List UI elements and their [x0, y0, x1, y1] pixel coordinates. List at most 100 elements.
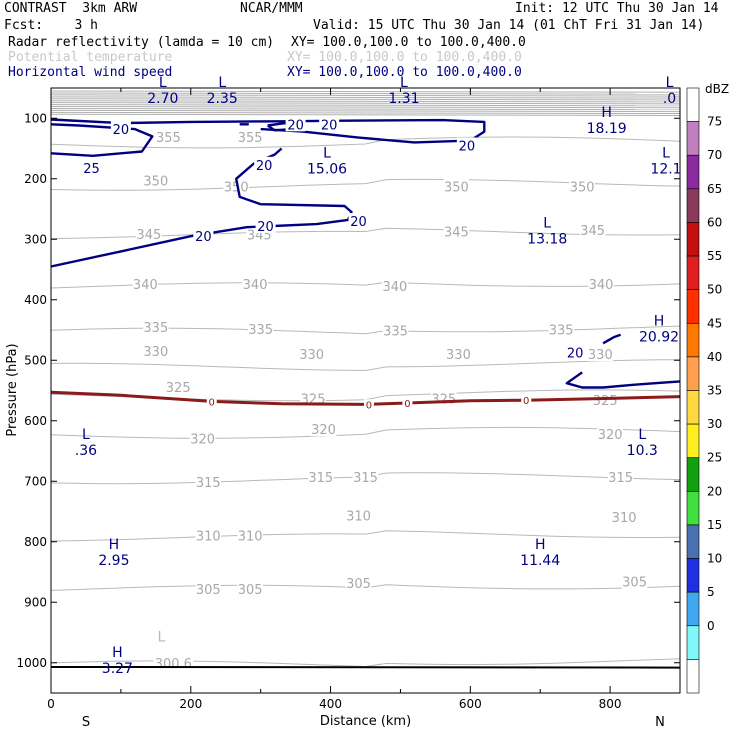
north-label: N: [655, 715, 665, 730]
theta-label: 320: [190, 432, 215, 447]
freezing-level-label: 0: [523, 396, 529, 407]
theta-label: 305: [346, 577, 371, 592]
colorbar-swatch: [686, 87, 700, 122]
colorbar-swatch: [686, 121, 700, 156]
header-org: NCAR/MMM: [240, 1, 303, 16]
low-marker: L: [158, 630, 166, 646]
theta-label-bg: [382, 277, 408, 293]
field-reflectivity-xy: XY= 100.0,100.0 to 100.0,400.0: [291, 35, 526, 50]
header-init: Init: 12 UTC Thu 30 Jan 14: [515, 1, 719, 16]
extremum-value: 13.18: [527, 231, 567, 247]
theta-label: 305: [622, 576, 647, 591]
x-tick-label: 400: [319, 697, 342, 711]
y-tick-label: 800: [24, 535, 47, 549]
theta-label: 310: [238, 530, 263, 545]
high-marker: H: [109, 537, 120, 553]
theta-label-bg: [247, 320, 274, 336]
theta-label: 350: [444, 181, 469, 196]
extremum-value: 2.95: [98, 553, 129, 569]
colorbar-label: 65: [707, 182, 722, 196]
colorbar-label: 75: [707, 115, 722, 129]
theta-contour: [50, 359, 681, 372]
theta-label-bg: [621, 573, 648, 589]
wind-speed-label: 20: [321, 118, 338, 133]
theta-label-bg: [300, 390, 326, 406]
extremum-value: 11.44: [520, 553, 560, 569]
theta-label: 305: [238, 583, 263, 598]
y-tick-label: 200: [24, 172, 47, 186]
colorbar-swatch: [686, 390, 700, 425]
theta-label: 315: [608, 471, 633, 486]
theta-label: 340: [133, 278, 158, 293]
theta-label: 345: [444, 225, 469, 240]
theta-label: 320: [311, 423, 336, 438]
low-marker: L: [218, 75, 226, 91]
field-wind-xy: XY= 100.0,100.0 to 100.0,400.0: [287, 65, 522, 80]
theta-label-bg: [143, 172, 169, 188]
extremum-value: 15.06: [307, 162, 347, 178]
low-marker: L: [82, 427, 90, 443]
theta-label-bg: [136, 225, 162, 241]
wind-speed-label: 20: [113, 123, 130, 138]
theta-label-bg: [382, 322, 409, 338]
theta-label-bg: [237, 527, 263, 543]
theta-label: 310: [346, 510, 371, 525]
freezing-label-bg: [206, 396, 217, 407]
extremum-value: .36: [75, 443, 97, 459]
x-tick-label: 800: [599, 697, 622, 711]
wind-label-bg: [110, 121, 131, 137]
theta-label-bg: [345, 507, 372, 523]
wind-speed-label: 20: [256, 159, 273, 174]
theta-contour: [50, 426, 681, 439]
low-marker: L: [662, 146, 670, 162]
wind-label-bg: [255, 217, 276, 233]
theta-label-bg: [195, 580, 222, 596]
theta-label-bg: [155, 129, 182, 145]
theta-label: 355: [238, 131, 263, 146]
theta-label-bg: [607, 469, 634, 485]
colorbar-label: 70: [707, 148, 722, 162]
theta-label-bg: [298, 346, 325, 362]
y-tick-label: 300: [24, 232, 47, 246]
colorbar-swatch: [686, 591, 700, 627]
colorbar-swatch: [686, 322, 700, 358]
x-axis-label: Distance (km): [320, 714, 411, 729]
freezing-label-bg: [521, 395, 532, 406]
theta-label-bg: [548, 321, 574, 337]
field-reflectivity-name: Radar reflectivity (lamda = 10 cm): [8, 35, 275, 50]
theta-label: 330: [588, 348, 613, 363]
theta-label: 350: [143, 175, 168, 190]
wind-speed-contour: [602, 333, 622, 345]
x-tick-label: 600: [459, 697, 482, 711]
y-tick-label: 100: [24, 111, 47, 125]
colorbar-label: 25: [707, 451, 722, 465]
theta-label-bg: [195, 527, 222, 543]
colorbar-swatch: [686, 625, 700, 660]
theta-label-bg: [310, 421, 337, 437]
plot-frame: [50, 87, 681, 694]
extremum-value: .0: [663, 91, 676, 107]
theta-label-bg: [307, 469, 334, 485]
theta-label-bg: [611, 508, 637, 524]
colorbar-swatch: [686, 255, 700, 290]
colorbar-swatch: [686, 558, 700, 593]
theta-contour: [50, 98, 681, 101]
y-tick-label: 1000: [16, 656, 47, 670]
x-tick-label: 200: [179, 697, 202, 711]
wind-speed-contour: [565, 371, 681, 389]
colorbar-label: 60: [707, 215, 722, 229]
theta-label: 340: [589, 278, 614, 293]
extremum-value: 2.70: [147, 91, 178, 107]
extremum-value: 10.3: [627, 443, 658, 459]
theta-contour: [50, 107, 681, 111]
theta-label: 315: [196, 476, 221, 491]
theta-contour: [50, 104, 681, 107]
y-tick-label: 700: [24, 474, 47, 488]
theta-label: 300.6: [155, 657, 192, 672]
wind-label-bg: [193, 228, 214, 244]
theta-label-bg: [587, 346, 614, 362]
wind-speed-label: 20: [350, 215, 367, 230]
wind-speed-label: 20: [459, 139, 476, 154]
extremum-value: 2.35: [207, 91, 238, 107]
theta-label: 310: [612, 511, 637, 526]
